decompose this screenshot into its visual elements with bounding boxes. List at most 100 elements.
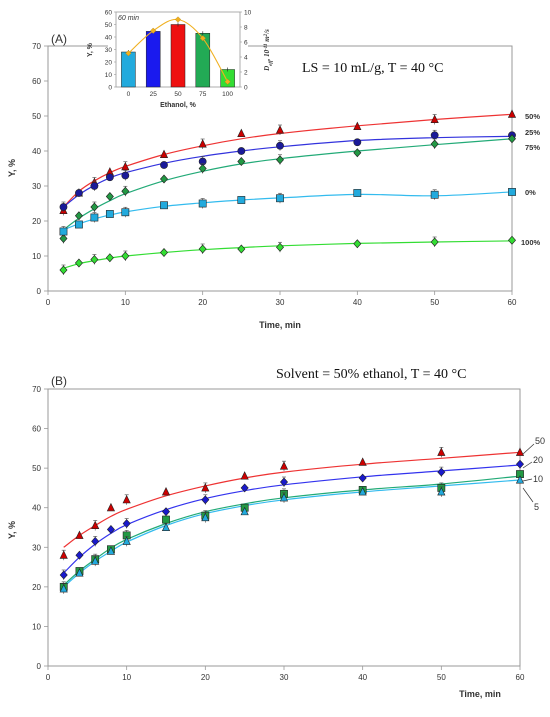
y-tick-label: 40 [32, 147, 41, 156]
chart-b-leader-50 [522, 443, 535, 455]
data-point-20 [201, 495, 210, 505]
data-point-0pct [90, 213, 99, 222]
data-point-25pct [276, 141, 284, 150]
y-tick-label: 60 [32, 77, 41, 86]
y-tick-label: 10 [32, 622, 41, 631]
data-point-20 [515, 459, 525, 469]
svg-text:Deff, 10-11 m2/s: Deff, 10-11 m2/s [263, 29, 274, 72]
chart-a-label-0: 0% [525, 188, 536, 197]
data-point-75pct [121, 186, 130, 196]
inset-x-tick-label: 75 [199, 91, 207, 98]
chart-b-ylabel: Y, % [7, 521, 17, 539]
x-tick-label: 50 [437, 673, 446, 682]
data-point-20 [75, 550, 84, 560]
data-point-75pct [507, 134, 517, 144]
data-point-0pct [508, 188, 516, 196]
data-point-50pct [353, 121, 362, 130]
inset-title: 60 min [118, 15, 139, 22]
x-tick-label: 0 [46, 673, 51, 682]
data-point-20 [279, 477, 289, 487]
fit-line-50pct [63, 113, 513, 208]
chart-b-xlabel: Time, min [459, 689, 501, 699]
chart-b-label-5: 5 [534, 502, 539, 512]
inset-x-tick-label: 50 [174, 91, 182, 98]
data-point-50 [358, 457, 367, 466]
inset-bar-chart: 60 min Ethanol, % Y, % Deff, 10-11 m2/s … [87, 5, 274, 109]
x-tick-label: 30 [280, 673, 289, 682]
data-point-75pct [159, 174, 169, 184]
data-point-50 [106, 502, 116, 512]
x-tick-label: 40 [353, 298, 362, 307]
fit-line-75pct [63, 138, 513, 231]
x-tick-label: 60 [516, 673, 525, 682]
data-point-50 [59, 550, 68, 559]
fit-line-25pct [63, 135, 513, 208]
data-point-20 [91, 536, 100, 546]
inset-y-tick-label: 40 [105, 35, 113, 42]
data-point-0pct [353, 189, 362, 197]
data-point-25pct [237, 147, 246, 155]
inset-y2-tick-label: 4 [244, 55, 248, 62]
data-point-25pct [121, 171, 130, 180]
chart-b-frame [47, 388, 521, 667]
data-point-50pct [430, 114, 439, 123]
fit-line-0pct [63, 191, 513, 231]
y-tick-label: 0 [37, 287, 42, 296]
data-point-0pct [430, 190, 439, 199]
chart-a-label-50: 50% [525, 112, 540, 121]
inset-bars: 0 25 50 75 100 [121, 22, 235, 98]
chart-a-xlabel: Time, min [259, 320, 301, 330]
data-point-20 [437, 467, 446, 477]
chart-a-annotation: LS = 10 mL/g, T = 40 °C [302, 61, 443, 76]
chart-a-label-25: 25% [525, 128, 540, 137]
data-point-0pct [160, 201, 168, 210]
data-point-20 [106, 525, 115, 534]
data-point-5 [279, 492, 289, 502]
chart-a-panel-label: (A) [51, 32, 67, 46]
fit-line-50 [63, 451, 521, 548]
inset-y-tick-label: 0 [108, 85, 112, 92]
data-point-75pct [237, 157, 246, 166]
data-point-0pct [75, 220, 83, 229]
data-point-20 [122, 519, 131, 528]
x-tick-label: 20 [201, 673, 210, 682]
data-point-25pct [59, 203, 68, 211]
chart-b-panel-label: (B) [51, 374, 67, 388]
data-point-5 [437, 486, 446, 496]
data-point-75pct [353, 148, 362, 158]
inset-ylabel: Y, % [87, 42, 94, 57]
y-tick-label: 70 [32, 385, 41, 394]
inset-deff-point [174, 16, 182, 23]
data-point-75pct [198, 164, 207, 173]
data-point-5 [59, 583, 68, 593]
inset-y2-tick-label: 8 [244, 25, 248, 32]
chart-b-leader-5 [522, 487, 534, 503]
chart-b-leader-10 [522, 478, 533, 482]
chart-b-annotation: Solvent = 50% ethanol, T = 40 °C [276, 367, 466, 382]
data-point-100pct [159, 248, 169, 257]
data-point-20 [59, 570, 68, 580]
data-point-25pct [160, 161, 168, 169]
chart-b-label-20: 20 [533, 455, 543, 465]
fit-line-100pct [63, 240, 513, 269]
chart-a: (A) LS = 10 mL/g, T = 40 °C Time, min Y,… [7, 5, 541, 330]
data-point-75pct [430, 139, 439, 149]
chart-a-label-100: 100% [521, 238, 541, 247]
data-point-100pct [237, 244, 246, 254]
chart-b-label-50: 50 [535, 436, 545, 446]
data-point-50 [515, 447, 525, 456]
y-tick-label: 30 [32, 543, 41, 552]
data-point-5 [75, 568, 84, 577]
y-tick-label: 20 [32, 583, 41, 592]
chart-b: (B) Solvent = 50% ethanol, T = 40 °C Tim… [7, 367, 545, 699]
inset-y-tick-label: 60 [105, 10, 113, 17]
inset-deff-point [150, 27, 157, 34]
chart-a-points [59, 109, 517, 275]
data-point-50pct [121, 161, 130, 171]
data-point-20 [161, 507, 171, 517]
inset-ticks: 0 10 20 30 40 50 60 0 2 4 6 8 10 [105, 10, 252, 92]
inset-bar-25 [145, 31, 161, 88]
data-point-100pct [430, 237, 439, 247]
data-point-0pct [237, 196, 246, 204]
